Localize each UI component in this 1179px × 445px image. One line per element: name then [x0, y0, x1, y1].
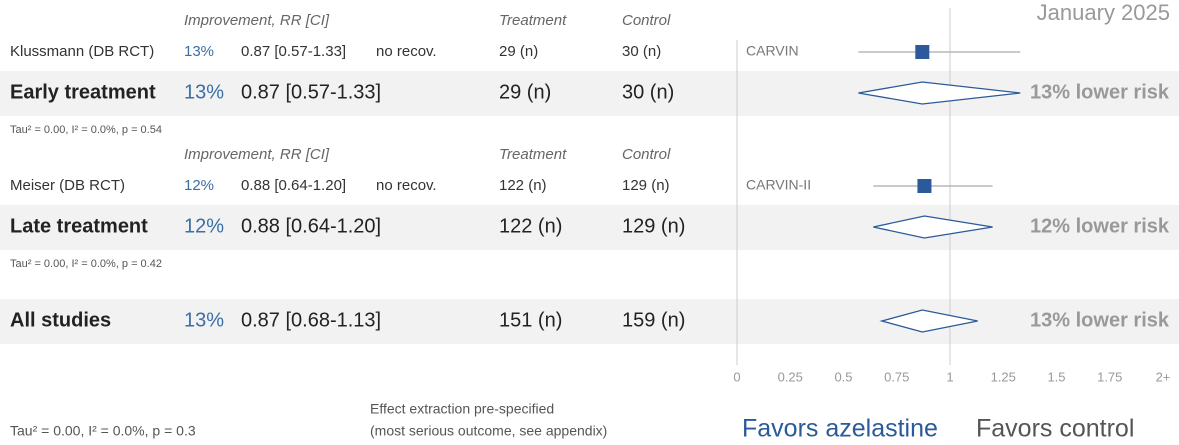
study-outcome: no recov.: [376, 43, 437, 60]
summary-name: Late treatment: [10, 215, 148, 237]
study-control: 129 (n): [622, 177, 670, 194]
study-improvement: 13%: [184, 43, 214, 60]
x-tick-label: 1.25: [991, 369, 1016, 384]
favors-right: Favors control: [976, 415, 1134, 443]
summary-result: 12% lower risk: [1030, 215, 1170, 237]
study-name: Meiser (DB RCT): [10, 177, 125, 194]
study-rr: 0.87 [0.57-1.33]: [241, 43, 346, 60]
summary-control: 30 (n): [622, 81, 674, 103]
summary-treatment: 122 (n): [499, 215, 562, 237]
study-trial: CARVIN: [746, 43, 799, 59]
x-tick-label: 0: [733, 369, 740, 384]
summary-result: 13% lower risk: [1030, 81, 1170, 103]
summary-name: Early treatment: [10, 81, 156, 103]
summary-treatment: 151 (n): [499, 309, 562, 331]
summary-diamond: [873, 215, 993, 239]
study-control: 30 (n): [622, 43, 661, 60]
study-trial: CARVIN-II: [746, 177, 811, 193]
study-treatment: 122 (n): [499, 177, 547, 194]
overall-heterogeneity: Tau² = 0.00, I² = 0.0%, p = 0.3: [10, 423, 196, 439]
summary-improvement: 12%: [184, 215, 224, 237]
header-improvement: Improvement, RR [CI]: [184, 12, 330, 29]
study-outcome: no recov.: [376, 177, 437, 194]
header-treatment: Treatment: [499, 12, 567, 29]
date: January 2025: [1037, 0, 1170, 25]
summary-diamond: [858, 81, 1021, 105]
summary-control: 159 (n): [622, 309, 685, 331]
study-treatment: 29 (n): [499, 43, 538, 60]
x-tick-label: 0.75: [884, 369, 909, 384]
summary-rr: 0.87 [0.57-1.33]: [241, 81, 381, 103]
heterogeneity: Tau² = 0.00, I² = 0.0%, p = 0.54: [10, 124, 162, 136]
summary-rr: 0.88 [0.64-1.20]: [241, 215, 381, 237]
summary-control: 129 (n): [622, 215, 685, 237]
study-improvement: 12%: [184, 177, 214, 194]
x-tick-label: 1.75: [1097, 369, 1122, 384]
x-tick-label: 0.25: [778, 369, 803, 384]
footnote: Effect extraction pre-specified: [370, 401, 554, 417]
x-tick-label: 0.5: [834, 369, 852, 384]
summary-improvement: 13%: [184, 81, 224, 103]
summary-rr: 0.87 [0.68-1.13]: [241, 309, 381, 331]
header-improvement: Improvement, RR [CI]: [184, 146, 330, 163]
footnote: (most serious outcome, see appendix): [370, 423, 607, 439]
row-band: [0, 299, 1179, 344]
summary-treatment: 29 (n): [499, 81, 551, 103]
study-name: Klussmann (DB RCT): [10, 43, 154, 60]
header-treatment: Treatment: [499, 146, 567, 163]
estimate-square: [915, 45, 930, 59]
summary-diamond: [879, 309, 978, 333]
summary-result: 13% lower risk: [1030, 309, 1170, 331]
header-control: Control: [622, 12, 671, 29]
summary-improvement: 13%: [184, 309, 224, 331]
x-tick-label: 1.5: [1047, 369, 1065, 384]
heterogeneity: Tau² = 0.00, I² = 0.0%, p = 0.42: [10, 258, 162, 270]
favors-left: Favors azelastine: [742, 415, 938, 443]
study-rr: 0.88 [0.64-1.20]: [241, 177, 346, 194]
x-tick-label: 1: [946, 369, 953, 384]
row-band: [0, 205, 1179, 250]
summary-name: All studies: [10, 309, 111, 331]
estimate-square: [917, 179, 932, 193]
header-control: Control: [622, 146, 671, 163]
x-tick-label: 2+: [1156, 369, 1171, 384]
